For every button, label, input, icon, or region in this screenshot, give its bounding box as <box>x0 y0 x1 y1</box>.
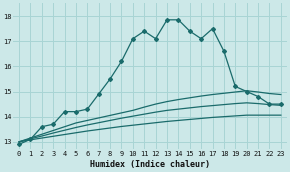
X-axis label: Humidex (Indice chaleur): Humidex (Indice chaleur) <box>90 159 210 169</box>
